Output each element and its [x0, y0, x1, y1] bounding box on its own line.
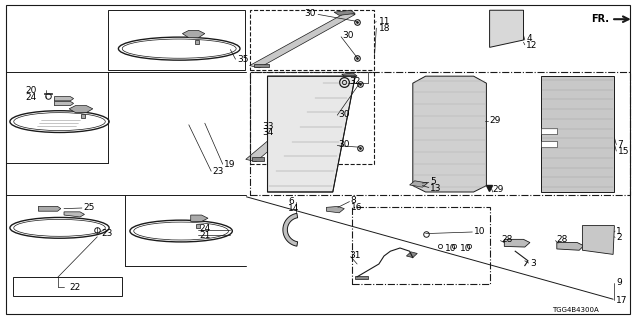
Text: 29: 29	[493, 185, 504, 194]
Text: 6: 6	[288, 197, 294, 206]
Text: 23: 23	[101, 229, 113, 238]
Text: 24: 24	[200, 224, 211, 233]
Bar	[250, 72, 630, 195]
Polygon shape	[406, 252, 417, 258]
Text: 2: 2	[616, 233, 622, 242]
Text: 30: 30	[338, 110, 349, 119]
Text: 30: 30	[304, 9, 316, 18]
Bar	[108, 10, 245, 70]
Text: 7: 7	[618, 140, 623, 149]
Polygon shape	[504, 239, 530, 247]
Bar	[250, 10, 374, 70]
Text: 31: 31	[349, 252, 360, 260]
Bar	[13, 277, 122, 296]
Polygon shape	[334, 10, 355, 15]
Text: 30: 30	[338, 140, 349, 149]
Polygon shape	[355, 276, 368, 279]
Text: TGG4B4300A: TGG4B4300A	[552, 307, 598, 313]
Text: 8: 8	[351, 196, 356, 205]
Text: 34: 34	[262, 128, 274, 137]
Text: 18: 18	[379, 24, 390, 33]
Polygon shape	[541, 76, 614, 192]
Text: FR.: FR.	[591, 14, 609, 24]
Text: 13: 13	[430, 184, 442, 193]
Text: 35: 35	[237, 55, 248, 64]
Text: 10: 10	[474, 227, 485, 236]
Text: 21: 21	[200, 231, 211, 240]
Polygon shape	[54, 101, 74, 106]
Polygon shape	[326, 206, 344, 213]
Polygon shape	[44, 93, 52, 94]
Polygon shape	[252, 157, 264, 161]
Polygon shape	[283, 213, 298, 246]
Text: 29: 29	[489, 116, 500, 124]
Text: 12: 12	[526, 41, 538, 50]
Text: 16: 16	[351, 203, 362, 212]
Text: 1: 1	[616, 227, 622, 236]
Polygon shape	[268, 76, 355, 192]
Polygon shape	[182, 30, 205, 38]
Text: 22: 22	[69, 283, 81, 292]
Polygon shape	[54, 97, 74, 101]
Polygon shape	[410, 181, 428, 187]
Polygon shape	[246, 74, 356, 162]
Text: 15: 15	[618, 147, 629, 156]
Polygon shape	[254, 64, 269, 67]
Polygon shape	[191, 215, 208, 221]
Text: 9: 9	[616, 278, 622, 287]
Polygon shape	[250, 13, 355, 68]
Text: 33: 33	[262, 122, 274, 131]
Text: 17: 17	[616, 296, 628, 305]
Polygon shape	[557, 243, 584, 250]
Bar	[352, 207, 490, 284]
Polygon shape	[541, 141, 557, 147]
Polygon shape	[490, 10, 524, 47]
Text: 25: 25	[83, 203, 95, 212]
Text: 32: 32	[349, 77, 360, 86]
Text: 20: 20	[26, 86, 37, 95]
Text: 3: 3	[530, 259, 536, 268]
Text: 10: 10	[445, 244, 456, 253]
Text: 11: 11	[379, 17, 390, 26]
Text: 19: 19	[224, 160, 236, 169]
Text: 30: 30	[342, 31, 354, 40]
Polygon shape	[582, 226, 614, 254]
Polygon shape	[69, 106, 93, 113]
Text: 24: 24	[26, 93, 37, 102]
Text: 4: 4	[526, 34, 532, 43]
Text: 23: 23	[212, 167, 224, 176]
Polygon shape	[342, 73, 357, 77]
Text: 28: 28	[502, 236, 513, 244]
Text: 14: 14	[288, 204, 300, 212]
Text: 5: 5	[430, 177, 436, 186]
Polygon shape	[413, 76, 486, 192]
Bar	[250, 72, 374, 164]
Text: 28: 28	[557, 236, 568, 244]
Polygon shape	[64, 212, 84, 217]
Text: 10: 10	[460, 244, 471, 253]
Polygon shape	[38, 206, 61, 211]
Polygon shape	[541, 128, 557, 134]
